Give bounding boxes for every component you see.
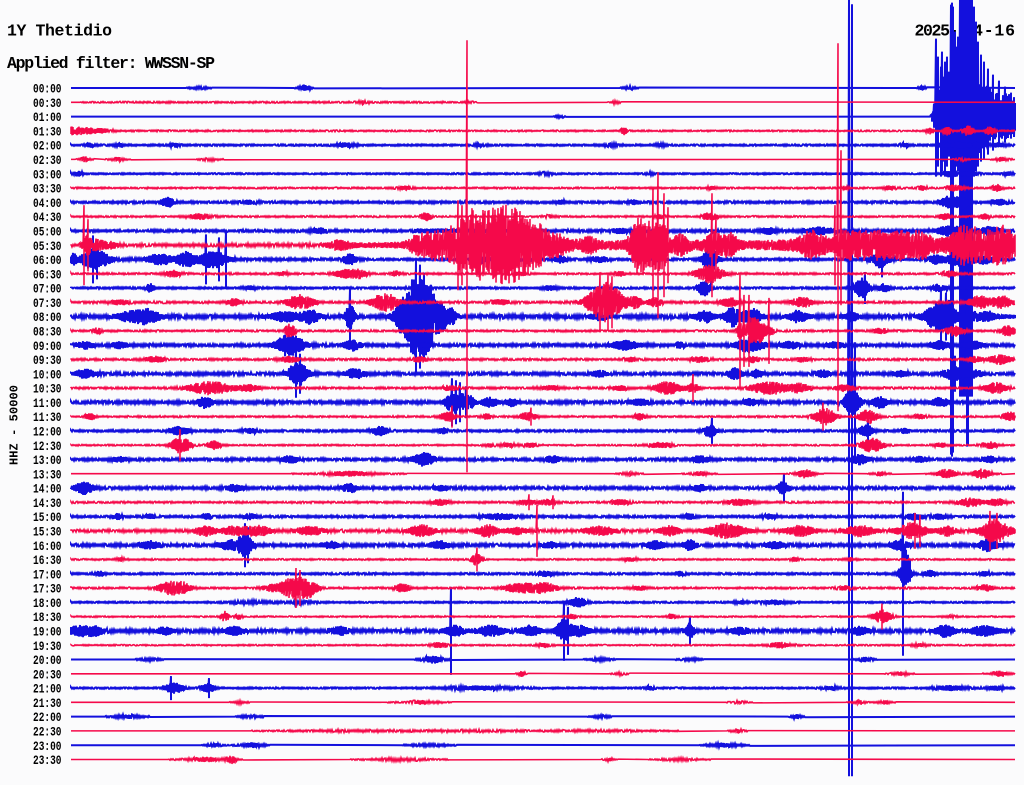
svg-text:17:30: 17:30 [33, 582, 62, 597]
svg-text:15:00: 15:00 [33, 511, 62, 526]
svg-text:00:30: 00:30 [33, 97, 62, 112]
svg-text:07:30: 07:30 [33, 297, 62, 312]
svg-text:12:00: 12:00 [33, 425, 62, 440]
svg-text:02:00: 02:00 [33, 139, 62, 154]
svg-text:HHZ - 50000: HHZ - 50000 [8, 385, 22, 465]
svg-text:16:00: 16:00 [33, 539, 62, 554]
svg-text:04:00: 04:00 [33, 197, 62, 212]
svg-text:08:00: 08:00 [33, 311, 62, 326]
svg-text:08:30: 08:30 [33, 325, 62, 340]
svg-text:Applied filter: WWSSN-SP: Applied filter: WWSSN-SP [7, 54, 215, 73]
svg-text:10:30: 10:30 [33, 382, 62, 397]
svg-text:13:00: 13:00 [33, 454, 62, 469]
svg-text:19:00: 19:00 [33, 625, 62, 640]
svg-text:18:30: 18:30 [33, 611, 62, 626]
svg-text:15:30: 15:30 [33, 525, 62, 540]
svg-text:12:30: 12:30 [33, 439, 62, 454]
svg-text:14:00: 14:00 [33, 482, 62, 497]
svg-text:18:00: 18:00 [33, 597, 62, 612]
svg-text:11:00: 11:00 [33, 397, 62, 412]
svg-text:16:30: 16:30 [33, 554, 62, 569]
svg-text:23:00: 23:00 [33, 739, 62, 754]
svg-text:02:30: 02:30 [33, 154, 62, 169]
svg-text:07:00: 07:00 [33, 282, 62, 297]
svg-text:4-16: 4-16 [973, 22, 1015, 41]
svg-text:06:30: 06:30 [33, 268, 62, 283]
svg-text:03:00: 03:00 [33, 168, 62, 183]
svg-text:09:30: 09:30 [33, 354, 62, 369]
svg-text:05:00: 05:00 [33, 225, 62, 240]
svg-text:04:30: 04:30 [33, 211, 62, 226]
svg-text:1Y Thetidio: 1Y Thetidio [7, 22, 112, 41]
svg-text:19:30: 19:30 [33, 639, 62, 654]
svg-text:20:00: 20:00 [33, 654, 62, 669]
svg-text:22:00: 22:00 [33, 711, 62, 726]
svg-text:09:00: 09:00 [33, 339, 62, 354]
svg-text:21:30: 21:30 [33, 697, 62, 712]
svg-text:03:30: 03:30 [33, 182, 62, 197]
svg-text:20:30: 20:30 [33, 668, 62, 683]
svg-text:00:00: 00:00 [33, 82, 62, 97]
svg-text:06:00: 06:00 [33, 254, 62, 269]
svg-text:13:30: 13:30 [33, 468, 62, 483]
svg-text:01:30: 01:30 [33, 125, 62, 140]
svg-text:21:00: 21:00 [33, 682, 62, 697]
svg-text:14:30: 14:30 [33, 497, 62, 512]
svg-text:22:30: 22:30 [33, 725, 62, 740]
svg-text:05:30: 05:30 [33, 239, 62, 254]
svg-text:01:00: 01:00 [33, 111, 62, 126]
svg-text:23:30: 23:30 [33, 754, 62, 769]
svg-text:11:30: 11:30 [33, 411, 62, 426]
svg-text:10:00: 10:00 [33, 368, 62, 383]
svg-text:17:00: 17:00 [33, 568, 62, 583]
svg-text:2025-: 2025- [915, 22, 959, 41]
